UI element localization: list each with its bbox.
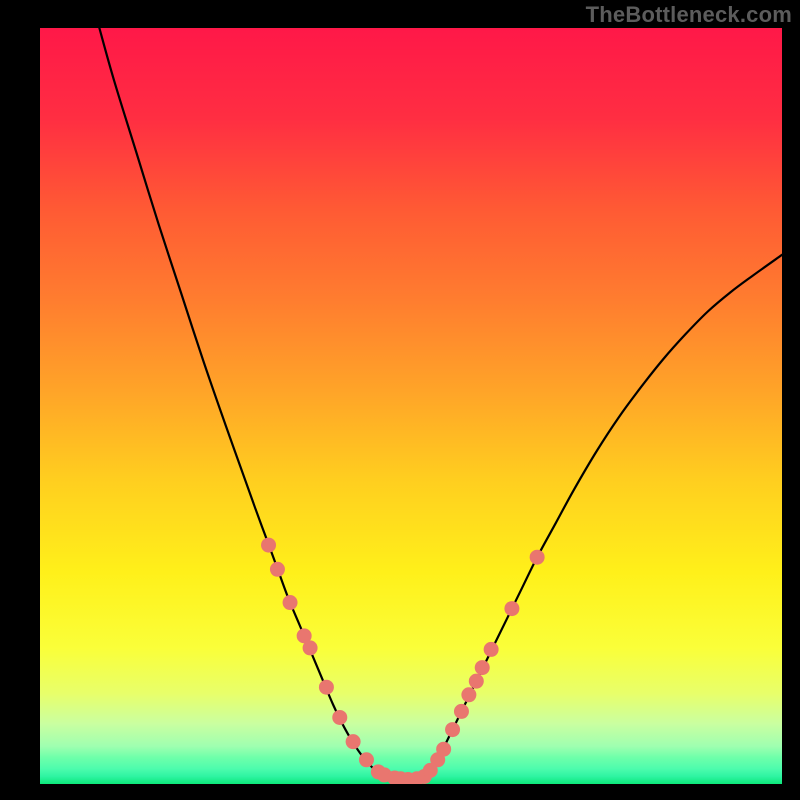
marker-point [469,674,484,689]
marker-point [261,538,276,553]
marker-point [303,640,318,655]
marker-point [346,734,361,749]
marker-point [283,595,298,610]
plot-inner [40,28,782,784]
marker-point [475,660,490,675]
marker-point [436,742,451,757]
data-markers [40,28,782,784]
marker-point [445,722,460,737]
plot-area [40,28,782,784]
marker-point [319,680,334,695]
marker-point [454,704,469,719]
marker-point [484,642,499,657]
watermark-text: TheBottleneck.com [586,2,792,28]
marker-point [530,550,545,565]
chart-root: TheBottleneck.com [0,0,800,800]
marker-point [270,562,285,577]
marker-point [504,601,519,616]
marker-point [359,752,374,767]
marker-point [332,710,347,725]
marker-point [461,687,476,702]
